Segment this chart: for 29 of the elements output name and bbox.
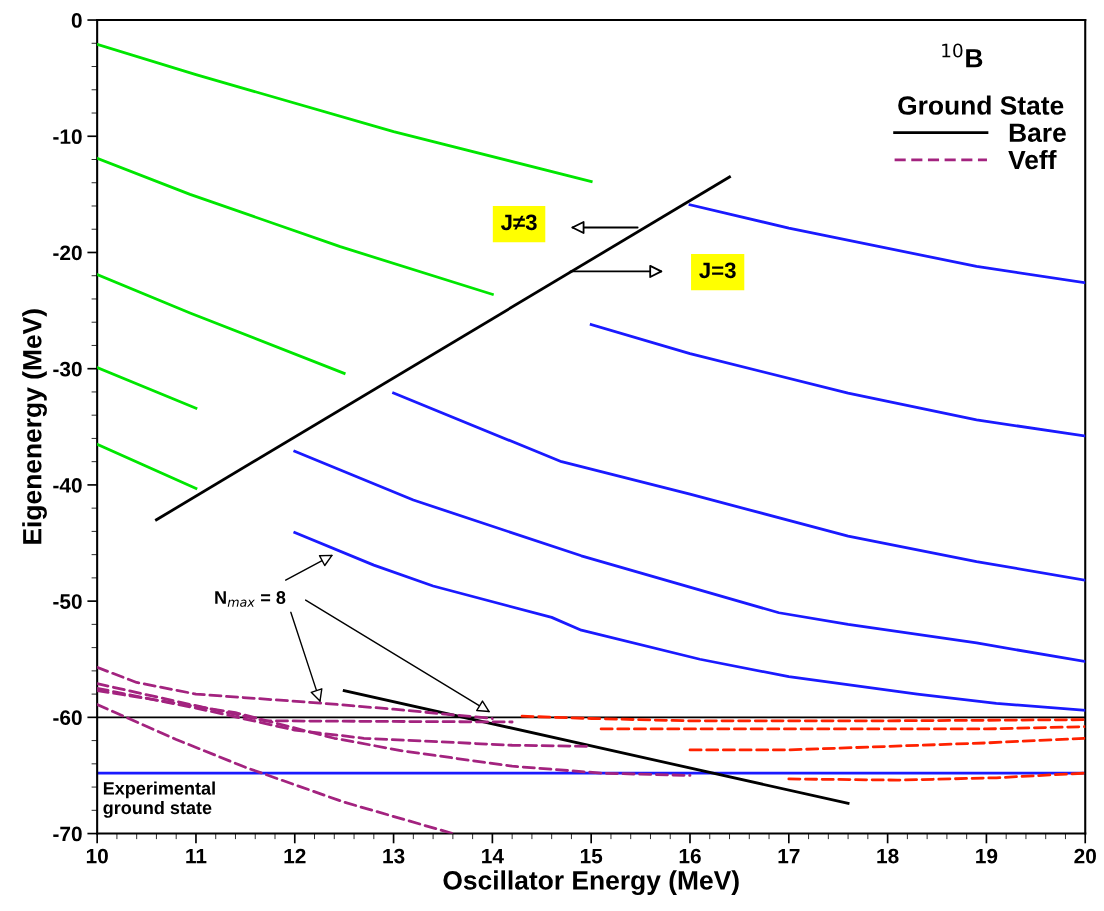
x-tick-label: 15 [580, 848, 603, 864]
y-tick-label: 0 [71, 13, 82, 28]
y-axis-title: Eigenenergy (MeV) [22, 309, 47, 544]
ref-line-label: Experimental ground state [103, 781, 215, 818]
x-tick-label: 19 [976, 848, 998, 864]
y-tick-label: -10 [53, 129, 82, 145]
y-tick-label: -20 [53, 245, 82, 261]
legend-title: Ground State [898, 95, 1064, 115]
y-tick-label: -50 [53, 594, 82, 609]
x-tick-label: 13 [383, 848, 405, 864]
legend-label: Bare [1009, 123, 1066, 143]
x-tick-label: 16 [679, 848, 701, 864]
y-tick-label: -30 [53, 361, 82, 377]
annotation: N$_{max}$ = 8 [215, 591, 286, 607]
text: $^{10}$B [942, 43, 983, 68]
x-tick-label: 11 [186, 848, 207, 864]
x-tick-label: 18 [877, 848, 899, 864]
x-tick-label: 20 [1074, 848, 1096, 864]
x-axis-title: Oscillator Energy (MeV) [443, 870, 739, 896]
x-tick-label: 17 [778, 848, 800, 864]
annotation: J=3 [699, 262, 736, 279]
x-tick-label: 12 [284, 848, 306, 864]
x-tick-label: 10 [86, 848, 108, 864]
legend-label: Veff [1008, 149, 1057, 170]
y-tick-label: -60 [53, 710, 82, 726]
annotation: J≠3 [500, 214, 537, 231]
x-tick-label: 14 [482, 848, 504, 864]
y-tick-label: -70 [53, 826, 82, 842]
y-tick-label: -40 [53, 477, 82, 493]
